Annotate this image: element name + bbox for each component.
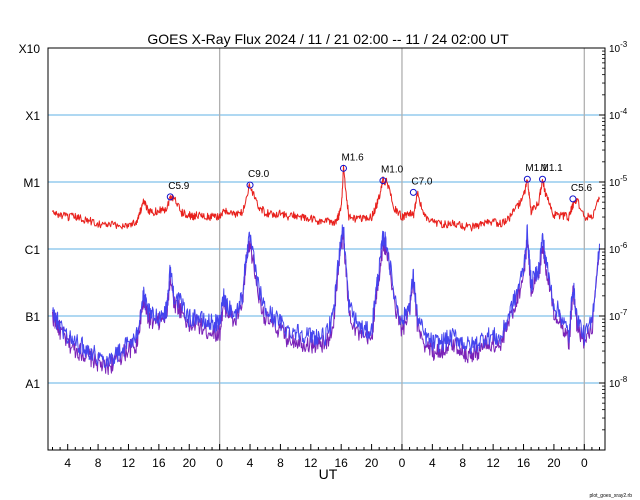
- peak-marker: [409, 188, 417, 196]
- series-lines: [52, 164, 600, 375]
- peak-label: C5.6: [571, 183, 593, 194]
- peak-label: M1.0: [381, 165, 404, 176]
- peak-marker: [339, 164, 347, 172]
- y-left-tick-label: X10: [19, 42, 41, 56]
- x-axis-label: UT: [319, 466, 338, 482]
- series-line-short_a: [52, 224, 600, 368]
- x-tick-label: 8: [277, 456, 284, 470]
- peak-marker: [523, 175, 531, 183]
- x-tick-label: 20: [183, 456, 197, 470]
- day-boundaries: [218, 48, 585, 450]
- series-line-long: [52, 164, 600, 232]
- y-left-tick-label: A1: [25, 377, 40, 391]
- x-tick-label: 12: [486, 456, 500, 470]
- x-tick-label: 20: [365, 456, 379, 470]
- y-left-tick-label: M1: [23, 176, 40, 190]
- y-axis-left-labels: A1 B1 C1 M1 X1 X10: [19, 42, 41, 391]
- y-right-tick-label: 10-8: [609, 375, 628, 390]
- y-right-tick-label: 10-4: [609, 107, 628, 122]
- series-line-short_b: [52, 228, 600, 375]
- credit-text: plot_goes_xray2.rb: [589, 493, 632, 499]
- x-tick-label: 20: [547, 456, 561, 470]
- peak-label: M1.1: [525, 163, 548, 174]
- x-tick-label: 0: [399, 456, 406, 470]
- y-axis-right-labels: 10-8 10-7 10-6 10-5 10-4 10-3: [599, 40, 628, 431]
- peak-label: C7.0: [411, 176, 433, 187]
- x-tick-label: 8: [95, 456, 102, 470]
- x-tick-label: 4: [64, 456, 71, 470]
- y-right-tick-label: 10-5: [609, 174, 628, 189]
- x-tick-label: 4: [429, 456, 436, 470]
- x-tick-label: 4: [247, 456, 254, 470]
- x-tick-label: 12: [122, 456, 136, 470]
- peak-markers: C5.9 C9.0 M1.6 M1.0 C7.0 M1.1M1.1 C5.6: [166, 152, 593, 203]
- x-tick-label: 16: [517, 456, 531, 470]
- x-tick-label: 0: [216, 456, 223, 470]
- y-right-tick-label: 10-3: [609, 40, 628, 55]
- peak-marker: [246, 181, 254, 189]
- y-left-tick-label: B1: [25, 310, 40, 324]
- y-left-tick-label: C1: [25, 243, 41, 257]
- x-axis-ticks: 4 8 12 16 20 0 4 8 12 16 20 0 4 8 12 16 20 0: [52, 444, 600, 470]
- y-right-tick-label: 10-6: [609, 241, 628, 256]
- x-tick-label: 16: [152, 456, 166, 470]
- peak-marker: [166, 193, 174, 201]
- peak-label: M1.6: [341, 152, 364, 163]
- y-right-tick-label: 10-7: [609, 308, 628, 323]
- x-tick-label: 12: [304, 456, 318, 470]
- peak-marker: [539, 175, 547, 183]
- x-tick-label: 0: [581, 456, 588, 470]
- peak-marker: [569, 195, 577, 203]
- peak-label: C9.0: [248, 169, 270, 180]
- x-tick-label: 8: [459, 456, 466, 470]
- x-tick-label: 16: [335, 456, 349, 470]
- peak-label: M1.1: [541, 163, 564, 174]
- y-left-tick-label: X1: [25, 109, 40, 123]
- peak-marker: [379, 177, 387, 185]
- chart-title: GOES X-Ray Flux 2024 / 11 / 21 02:00 -- …: [147, 31, 509, 47]
- peak-label: C5.9: [168, 181, 190, 192]
